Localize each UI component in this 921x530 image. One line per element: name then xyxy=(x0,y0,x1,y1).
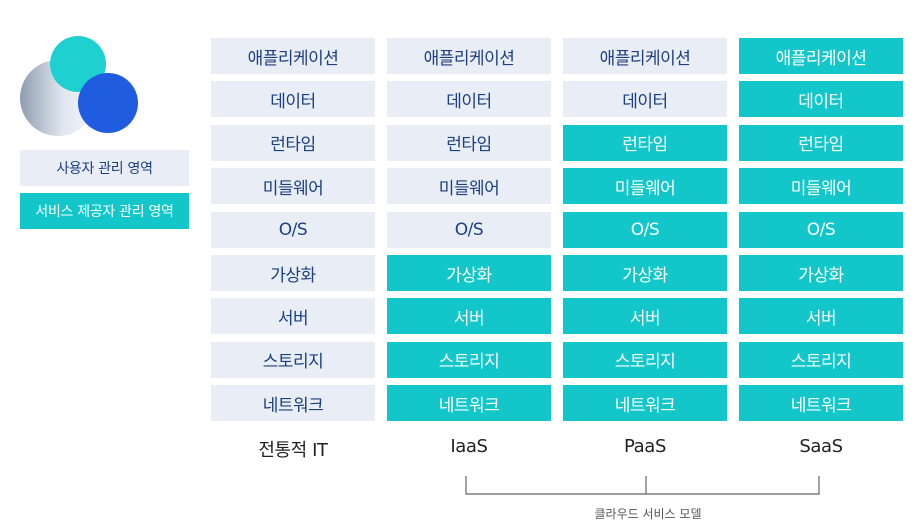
stack-cell: 애플리케이션 xyxy=(387,38,551,74)
stack-cell: O/S xyxy=(739,211,903,248)
stack-cell: 가상화 xyxy=(563,255,727,291)
stack-cell: 서버 xyxy=(211,298,375,335)
stack-cell: 데이터 xyxy=(211,81,375,118)
cloud-circles-icon xyxy=(20,36,138,136)
stack-cell: 데이터 xyxy=(739,81,903,118)
stack-cell: O/S xyxy=(211,211,375,248)
stack-cell: 가상화 xyxy=(211,255,375,291)
stack-cell: 스토리지 xyxy=(563,341,727,378)
stack-cell: 네트워크 xyxy=(739,385,903,422)
stack-cell: 미들웨어 xyxy=(387,168,551,205)
column-label: 전통적 IT xyxy=(258,440,328,461)
stack-cell: O/S xyxy=(563,211,727,248)
stack-cell: O/S xyxy=(387,211,551,248)
stack-cell: 런타임 xyxy=(387,124,551,161)
blue-circle xyxy=(78,73,138,133)
stack-cell: 가상화 xyxy=(739,255,903,291)
stack-cell: 서버 xyxy=(563,298,727,335)
stack-cell: 미들웨어 xyxy=(739,168,903,205)
stack-cell: 서버 xyxy=(739,298,903,335)
stack-cell: 데이터 xyxy=(387,81,551,118)
stack-cell: 런타임 xyxy=(211,124,375,161)
stack-cell: 애플리케이션 xyxy=(211,38,375,74)
stack-cell: 미들웨어 xyxy=(563,168,727,205)
stack-cell: 런타임 xyxy=(563,124,727,161)
legend-user-managed: 사용자 관리 영역 xyxy=(20,150,189,186)
cloud-service-models-label: 클라우드 서비스 모델 xyxy=(594,507,702,521)
column-label: IaaS xyxy=(450,436,488,457)
stack-cell: 스토리지 xyxy=(211,341,375,378)
stack-cell: 서버 xyxy=(387,298,551,335)
stack-cell: 스토리지 xyxy=(739,341,903,378)
stack-cell: 애플리케이션 xyxy=(563,38,727,74)
column-label: SaaS xyxy=(799,436,843,457)
stack-cell: 가상화 xyxy=(387,255,551,291)
legend-provider-managed: 서비스 제공자 관리 영역 xyxy=(20,193,189,229)
stack-cell: 네트워크 xyxy=(211,385,375,422)
stack-cell: 애플리케이션 xyxy=(739,38,903,74)
stack-cell: 미들웨어 xyxy=(211,168,375,205)
stack-cell: 네트워크 xyxy=(563,385,727,422)
column-label: PaaS xyxy=(624,436,666,457)
stack-cell: 네트워크 xyxy=(387,385,551,422)
stack-cell: 스토리지 xyxy=(387,341,551,378)
stack-cell: 런타임 xyxy=(739,124,903,161)
stack-cell: 데이터 xyxy=(563,81,727,118)
